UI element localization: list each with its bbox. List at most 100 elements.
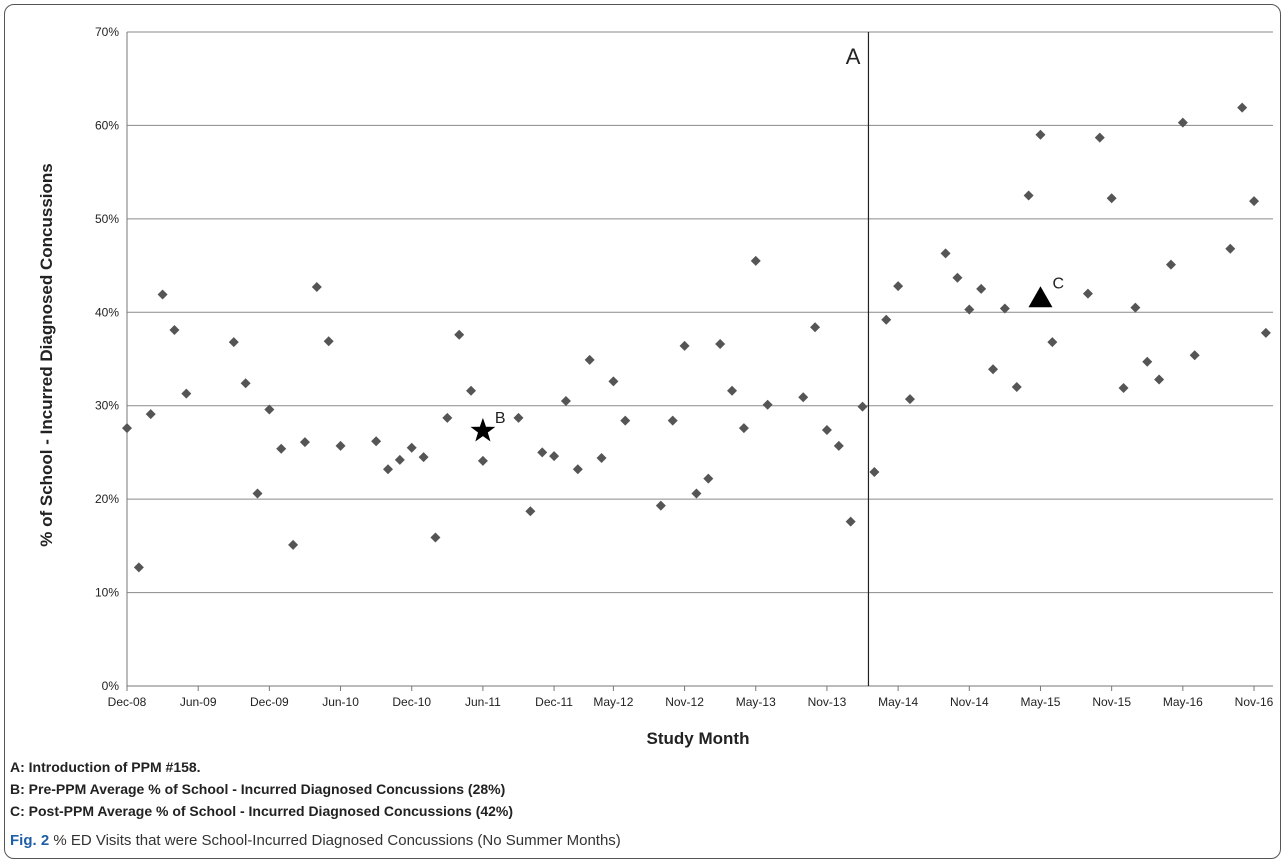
data-point [169,325,180,336]
y-tick-label: 60% [95,118,119,132]
x-tick-label: Nov-13 [808,695,847,709]
data-point [833,440,844,451]
data-point [299,437,310,448]
data-point [1225,243,1236,254]
data-point [881,314,892,325]
y-tick-label: 20% [95,492,119,506]
data-point [288,539,299,550]
x-tick-label: May-15 [1020,695,1060,709]
scatter-chart: 0% 10% 20% 30% 40% 50% 60% 70% Dec-08 Jun-09 Dec-0… [37,25,1274,748]
data-point [1035,129,1046,140]
data-point [845,516,856,527]
data-point [584,354,595,365]
y-tick-label: 50% [95,212,119,226]
annotation-label: A [846,44,861,69]
data-point [703,473,714,484]
y-axis-label: % of School - Incurred Diagnosed Concuss… [37,163,56,547]
data-point [394,454,405,465]
data-point [1082,288,1093,299]
x-tick-label: May-16 [1163,695,1203,709]
post-average-triangle-marker [1028,286,1053,308]
data-point [1177,117,1188,128]
x-tick-label: Nov-14 [950,695,989,709]
data-point [964,304,975,315]
note-b: B: Pre-PPM Average % of School - Incurre… [10,781,506,797]
data-point [750,255,761,266]
y-tick-label: 10% [95,586,119,600]
data-point [430,532,441,543]
figure-caption: Fig. 2 % ED Visits that were School-Incu… [10,832,621,849]
data-point [1189,350,1200,361]
figure-frame [4,4,1281,859]
y-tick-label: 30% [95,399,119,413]
data-point [904,394,915,405]
data-point [1106,193,1117,204]
x-tick-label: Nov-12 [665,695,704,709]
gridlines [127,31,1273,594]
pre-average-star-marker [470,417,496,442]
data-point [1165,259,1176,270]
data-point [1142,356,1153,367]
x-tick-label: May-12 [593,695,633,709]
data-point [181,388,192,399]
data-point [382,464,393,475]
data-point [1249,196,1260,207]
data-point [371,436,382,447]
data-point [454,329,465,340]
data-point [940,248,951,259]
data-point [145,409,156,420]
data-point [228,337,239,348]
data-point [893,281,904,292]
data-point [525,506,536,517]
data-point [560,396,571,407]
figure-label: Fig. 2 [10,832,50,849]
data-point [976,283,987,294]
data-point [738,423,749,434]
data-point [715,339,726,350]
x-tick-label: Jun-09 [180,695,217,709]
x-tick-label: May-13 [736,695,776,709]
data-point [798,392,809,403]
x-tick-label: Jun-11 [465,695,501,709]
data-points [122,102,1271,573]
data-point [1237,102,1248,113]
y-tick-label: 70% [95,25,119,39]
data-point [620,415,631,426]
axes: 0% 10% 20% 30% 40% 50% 60% 70% Dec-08 Jun-09 Dec-0… [95,25,1274,709]
data-point [335,440,346,451]
data-point [1047,337,1058,348]
x-tick-label: Dec-08 [108,695,147,709]
data-point [1260,327,1271,338]
data-point [264,404,275,415]
data-point [810,322,821,333]
note-c: C: Post-PPM Average % of School - Incurr… [10,803,514,819]
data-point [252,488,263,499]
x-tick-label: Jun-10 [322,695,359,709]
data-point [323,336,334,347]
data-point [596,453,607,464]
data-point [418,452,429,463]
x-tick-label: Nov-16 [1235,695,1274,709]
data-point [691,488,702,499]
data-point [1154,374,1165,385]
data-point [1011,382,1022,393]
data-point [466,385,477,396]
data-point [157,289,168,300]
y-tick-label: 0% [102,679,120,693]
data-point [762,399,773,410]
data-point [311,282,322,293]
x-tick-label: Dec-11 [535,695,573,709]
data-point [122,423,132,434]
x-tick-label: Dec-10 [392,695,431,709]
annotation-label: B [495,410,506,427]
x-tick-label: Dec-09 [250,695,289,709]
data-point [869,467,880,478]
annotation-notes: A: Introduction of PPM #158. B: Pre-PPM … [10,756,513,822]
x-tick-label: May-14 [878,695,918,709]
data-point [1130,302,1141,313]
data-point [442,412,453,423]
data-point [655,500,666,511]
data-point [608,376,619,387]
annotation-label: C [1052,275,1064,292]
data-point [1023,190,1034,201]
